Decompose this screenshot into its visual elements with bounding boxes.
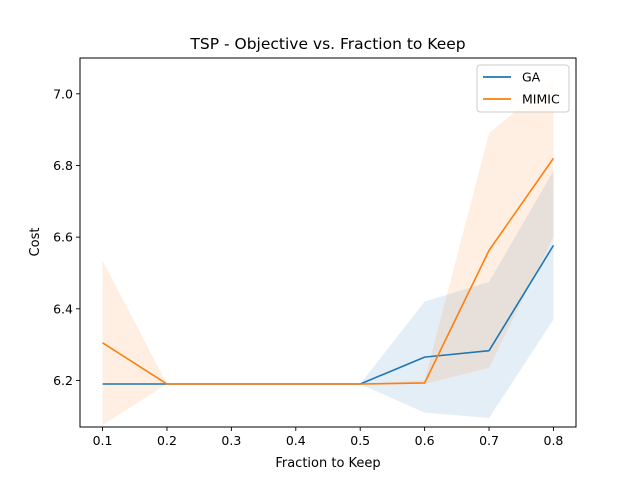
legend: GA MIMIC	[476, 64, 570, 113]
legend-label-mimic: MIMIC	[522, 92, 560, 107]
y-tick-label: 6.8	[53, 158, 73, 173]
axes-frame	[79, 57, 577, 428]
series-line-mimic	[102, 157, 555, 385]
y-tick-label: 6.6	[53, 230, 73, 245]
legend-label-ga: GA	[522, 70, 541, 85]
x-axis-label: Fraction to Keep	[275, 456, 380, 471]
x-tick-label: 0.4	[286, 433, 306, 448]
x-tick-label: 0.3	[221, 433, 241, 448]
x-tick-label: 0.1	[93, 433, 113, 448]
y-tick-label: 7.0	[53, 86, 73, 101]
x-tick-label: 0.2	[157, 433, 177, 448]
y-axis-label: Cost	[28, 228, 43, 257]
chart-title: TSP - Objective vs. Fraction to Keep	[189, 35, 465, 53]
x-tick-label: 0.5	[350, 433, 370, 448]
y-axis: 6.2 6.4 6.6 6.8 7.0	[53, 86, 80, 388]
band-mimic	[102, 79, 554, 426]
y-tick-label: 6.2	[53, 373, 73, 388]
x-axis: 0.1 0.2 0.3 0.4 0.5 0.6 0.7 0.8	[93, 427, 564, 448]
x-tick-label: 0.8	[544, 433, 564, 448]
plot-area	[102, 79, 555, 426]
x-tick-label: 0.6	[415, 433, 435, 448]
x-tick-label: 0.7	[479, 433, 499, 448]
y-tick-label: 6.4	[53, 301, 73, 316]
